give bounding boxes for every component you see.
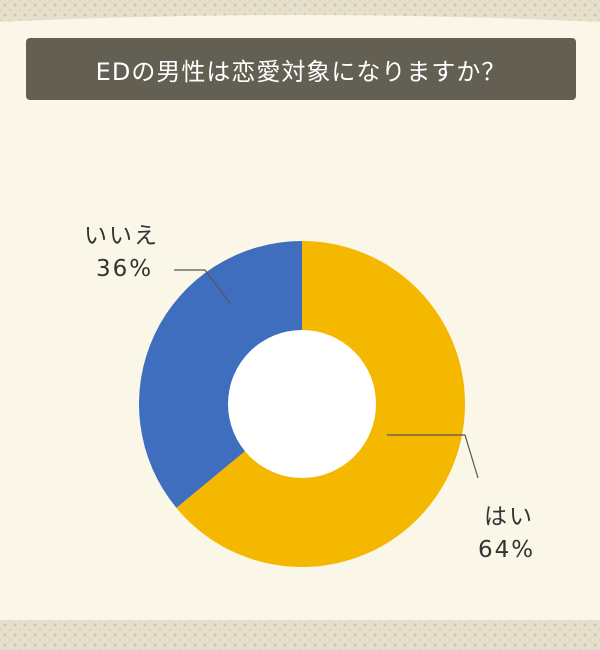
leader-line-iie [174, 269, 231, 304]
label-iie-value: 36% [96, 256, 154, 282]
bottom-pattern-border [0, 620, 600, 650]
label-iie-category: いいえ [84, 223, 159, 249]
top-wave-edge [0, 15, 600, 34]
leader-line-hai [387, 434, 479, 479]
chart-title: EDの男性は恋愛対象になりますか？ [26, 38, 576, 100]
label-hai-value: 64% [478, 537, 536, 563]
donut-hole [228, 330, 376, 478]
top-pattern-border [0, 0, 600, 22]
donut-slice-iie [138, 241, 302, 508]
label-hai-category: はい [484, 504, 534, 530]
